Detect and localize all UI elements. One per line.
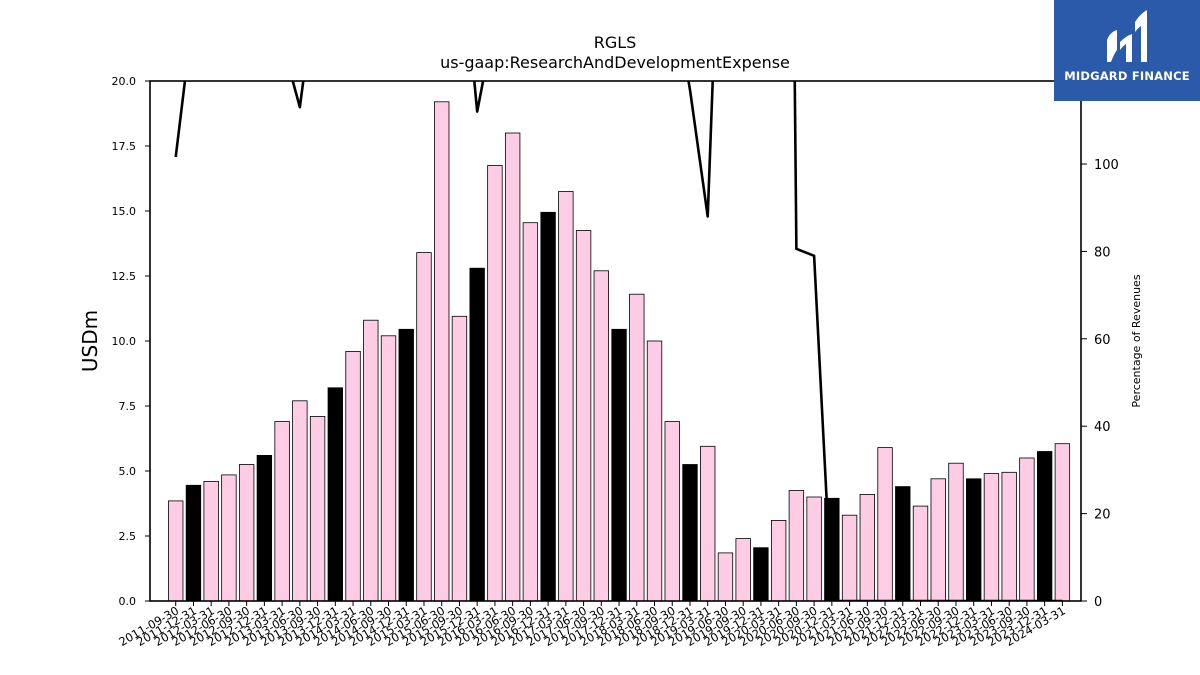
y2-tick-label: 20	[1094, 508, 1111, 523]
bar	[363, 319, 379, 601]
bar	[1036, 451, 1053, 601]
bar	[469, 267, 485, 601]
y2-tick-label: 60	[1094, 333, 1111, 348]
bar	[611, 328, 627, 601]
bar	[345, 350, 361, 601]
bar	[593, 270, 609, 601]
y-tick-label: 12.5	[112, 270, 137, 283]
bar	[930, 478, 946, 601]
bar	[185, 484, 202, 601]
bar	[575, 230, 592, 601]
y2-tick-label: 80	[1094, 245, 1111, 260]
bar-series	[168, 101, 1071, 601]
y-tick-label: 15.0	[112, 205, 137, 218]
bar	[256, 454, 273, 601]
bar	[770, 520, 787, 601]
chart-title: RGLS	[594, 33, 637, 52]
bar	[1054, 443, 1071, 601]
bar	[238, 464, 255, 601]
bar	[700, 445, 716, 601]
bar	[398, 328, 414, 601]
bar	[1001, 471, 1017, 601]
bar	[380, 335, 397, 601]
y-tick-label: 2.5	[119, 530, 137, 543]
brand-logo: MIDGARD FINANCE	[1054, 0, 1200, 101]
y-axis-right: 0 20 40 60 80 100	[1081, 158, 1119, 610]
bar	[983, 473, 1000, 601]
bar	[416, 252, 432, 601]
bar	[682, 464, 698, 601]
bar	[912, 505, 929, 601]
bar	[221, 474, 237, 601]
bar	[664, 421, 680, 601]
bar	[203, 480, 219, 601]
bar	[168, 500, 184, 601]
bar	[646, 340, 663, 601]
bar	[877, 447, 893, 601]
bar	[434, 101, 450, 601]
bar	[629, 293, 645, 601]
bar	[753, 547, 769, 601]
x-axis: 2011-09-302011-12-312012-03-312012-06-30…	[116, 601, 1068, 649]
bar	[717, 552, 734, 601]
y-tick-label: 0.0	[119, 595, 137, 608]
y2-axis-label: Percentage of Revenues	[1130, 274, 1143, 407]
bar	[859, 493, 875, 601]
bar	[309, 415, 326, 601]
y-tick-label: 7.5	[119, 400, 137, 413]
brand-name: MIDGARD FINANCE	[1064, 69, 1190, 83]
bar	[966, 478, 982, 601]
y2-tick-label: 40	[1094, 420, 1111, 435]
y-axis-label: USDm	[78, 310, 102, 372]
bar	[1019, 457, 1035, 601]
bar	[522, 222, 539, 601]
bar	[292, 400, 308, 601]
y2-tick-label: 100	[1094, 158, 1119, 173]
bar	[558, 191, 574, 601]
bar	[788, 490, 805, 601]
bar	[540, 211, 556, 601]
y-tick-label: 5.0	[119, 465, 137, 478]
bar	[735, 538, 751, 601]
bar	[895, 486, 911, 601]
y-axis-left: 0.0 2.5 5.0 7.5 10.0 12.5 15.0 17.5 20.0	[112, 75, 150, 608]
bar	[327, 387, 343, 601]
bar	[274, 421, 290, 601]
y-tick-label: 20.0	[112, 75, 137, 88]
bar	[504, 132, 521, 601]
bar	[487, 165, 503, 601]
midgard-logo-icon	[1107, 10, 1147, 62]
y2-tick-label: 0	[1094, 595, 1102, 610]
bar	[948, 462, 964, 601]
y-tick-label: 17.5	[112, 140, 137, 153]
bar	[806, 496, 822, 601]
chart-subtitle: us-gaap:ResearchAndDevelopmentExpense	[440, 53, 790, 72]
bar	[451, 315, 468, 601]
bar	[841, 514, 858, 601]
y-tick-label: 10.0	[112, 335, 137, 348]
